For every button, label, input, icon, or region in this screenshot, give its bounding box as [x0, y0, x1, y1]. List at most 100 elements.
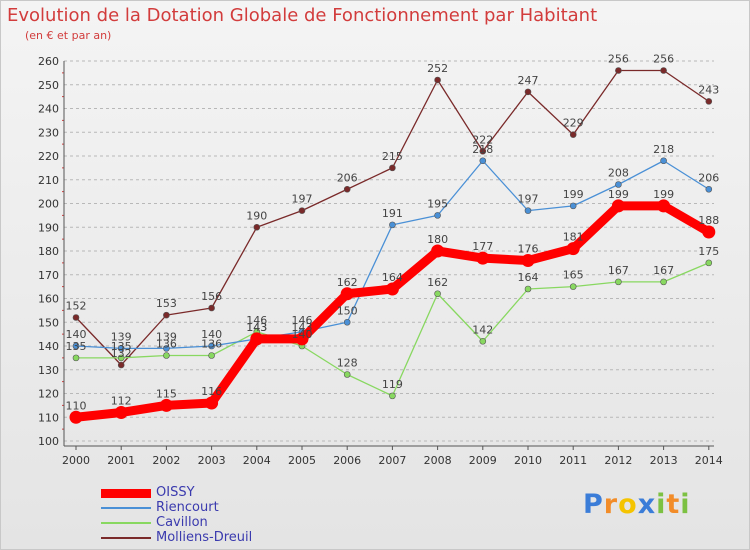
data-label: 177 — [472, 240, 493, 253]
data-label: 206 — [337, 171, 358, 184]
y-tick-label: 110 — [38, 411, 59, 424]
data-label: 229 — [563, 117, 584, 130]
data-label: 164 — [518, 271, 539, 284]
data-point — [117, 354, 125, 362]
data-label: 180 — [427, 233, 448, 246]
y-tick-label: 250 — [38, 79, 59, 92]
data-label: 190 — [246, 209, 267, 222]
data-label: 115 — [156, 387, 177, 400]
data-point — [524, 207, 532, 214]
x-tick-label: 2002 — [152, 454, 180, 467]
data-label: 175 — [698, 245, 719, 258]
data-point — [566, 242, 580, 256]
data-label: 136 — [156, 338, 177, 351]
data-label: 132 — [111, 347, 132, 360]
data-point — [72, 354, 80, 362]
data-label: 218 — [472, 143, 493, 156]
data-label: 199 — [653, 188, 674, 201]
data-label: 252 — [427, 62, 448, 75]
data-point — [479, 337, 487, 345]
data-label: 164 — [382, 271, 403, 284]
x-tick-label: 2008 — [424, 454, 452, 467]
y-tick-label: 130 — [38, 364, 59, 377]
x-tick-label: 2007 — [378, 454, 406, 467]
data-point — [208, 352, 215, 359]
data-label: 162 — [427, 276, 448, 289]
data-label: 197 — [292, 193, 313, 206]
y-tick-label: 170 — [38, 269, 59, 282]
data-point — [389, 164, 396, 172]
data-label: 143 — [292, 321, 313, 334]
data-point — [163, 345, 170, 352]
legend-label: Molliens-Dreuil — [156, 530, 253, 545]
data-label: 197 — [518, 193, 539, 206]
legend-swatch — [101, 488, 151, 498]
data-label: 218 — [653, 143, 674, 156]
data-point — [479, 157, 487, 165]
data-label: 146 — [246, 314, 267, 327]
logo-letter: o — [618, 489, 638, 520]
data-point — [702, 225, 716, 239]
data-label: 128 — [337, 357, 358, 370]
y-tick-label: 120 — [38, 388, 59, 401]
data-point — [208, 342, 215, 350]
data-point — [660, 157, 667, 165]
x-tick-label: 2009 — [469, 454, 497, 467]
y-tick-label: 260 — [38, 55, 59, 68]
data-point — [524, 285, 532, 293]
y-tick-label: 190 — [38, 221, 59, 234]
data-point — [385, 282, 399, 296]
data-point — [205, 396, 219, 410]
data-point — [434, 76, 441, 84]
data-point — [117, 345, 125, 352]
data-label: 215 — [382, 150, 403, 163]
legend-label: Riencourt — [156, 500, 219, 515]
data-point — [611, 199, 625, 213]
data-point — [114, 406, 128, 419]
data-point — [705, 185, 713, 193]
data-point — [343, 318, 351, 326]
data-point — [521, 254, 535, 267]
logo-letter: i — [656, 489, 667, 520]
x-tick-label: 2014 — [695, 454, 723, 467]
legend-label: Cavillon — [156, 515, 208, 530]
data-label: 206 — [698, 171, 719, 184]
data-label: 199 — [608, 188, 629, 201]
y-tick-label: 230 — [38, 126, 59, 139]
data-point — [72, 314, 80, 321]
data-label: 199 — [563, 188, 584, 201]
data-label: 256 — [608, 53, 629, 66]
data-label: 135 — [111, 340, 132, 353]
data-label: 188 — [698, 214, 719, 227]
data-label: 162 — [337, 276, 358, 289]
data-label: 143 — [246, 321, 267, 334]
data-point — [253, 223, 261, 231]
x-tick-label: 2012 — [604, 454, 632, 467]
data-label: 150 — [337, 304, 358, 317]
chart-title: Evolution de la Dotation Globale de Fonc… — [7, 5, 598, 26]
y-tick-label: 220 — [38, 150, 59, 163]
y-tick-label: 100 — [38, 435, 59, 448]
data-point — [159, 398, 173, 412]
y-tick-label: 160 — [38, 293, 59, 306]
data-label: 140 — [292, 328, 313, 341]
y-tick-label: 240 — [38, 103, 59, 116]
proxiti-logo: Proxiti — [583, 489, 691, 520]
chart-subtitle: (en € et par an) — [25, 29, 112, 42]
data-point — [72, 342, 80, 350]
data-point — [569, 283, 577, 290]
y-tick-label: 210 — [38, 174, 59, 187]
data-point — [343, 185, 351, 193]
data-point — [431, 244, 445, 258]
data-label: 110 — [66, 399, 87, 412]
data-label: 165 — [563, 269, 584, 282]
legend-swatch — [101, 522, 151, 524]
data-point — [660, 67, 667, 74]
data-point — [615, 278, 622, 286]
x-tick-label: 2006 — [333, 454, 361, 467]
data-label: 181 — [563, 231, 584, 244]
data-label: 222 — [472, 133, 493, 146]
data-label: 191 — [382, 207, 403, 220]
data-label: 208 — [608, 167, 629, 180]
